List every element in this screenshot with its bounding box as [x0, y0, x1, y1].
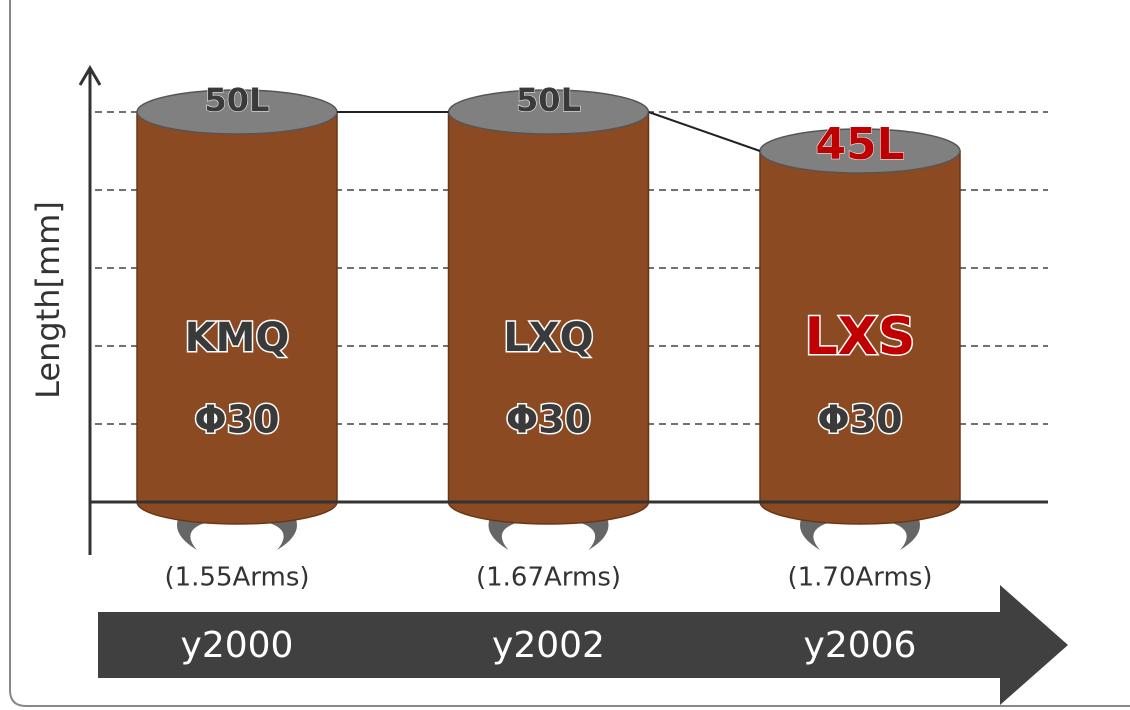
current-label: (1.70Arms) [787, 563, 932, 593]
y-axis-arrow [78, 65, 102, 86]
bar [136, 111, 338, 525]
model-label: KMQ [185, 315, 290, 361]
diameter-label: Φ30 [506, 398, 591, 442]
bar [447, 111, 650, 525]
diameter-label: Φ30 [194, 398, 279, 442]
x-tick-label: y2002 [492, 625, 605, 666]
value-label: 45L [815, 119, 904, 170]
current-label: (1.55Arms) [164, 563, 309, 593]
x-tick-label: y2006 [804, 625, 917, 666]
frame [9, 0, 1130, 707]
current-label: (1.67Arms) [476, 563, 621, 593]
bar [759, 150, 961, 525]
value-label: 50L [205, 81, 270, 119]
diameter-label: Φ30 [817, 398, 902, 442]
y-axis-label: Length[mm] [29, 201, 67, 399]
model-label: LXQ [503, 315, 593, 361]
trend-line [648, 111, 761, 152]
x-tick-label: y2000 [181, 625, 294, 666]
bars [136, 89, 961, 550]
value-label: 50L [516, 81, 581, 119]
model-label: LXS [805, 307, 916, 367]
timeline-arrow [98, 585, 1068, 705]
labels: 50L KMQ Φ30 (1.55Arms) y2000 50L LXQ Φ30 (1.67Ar… [164, 81, 932, 667]
